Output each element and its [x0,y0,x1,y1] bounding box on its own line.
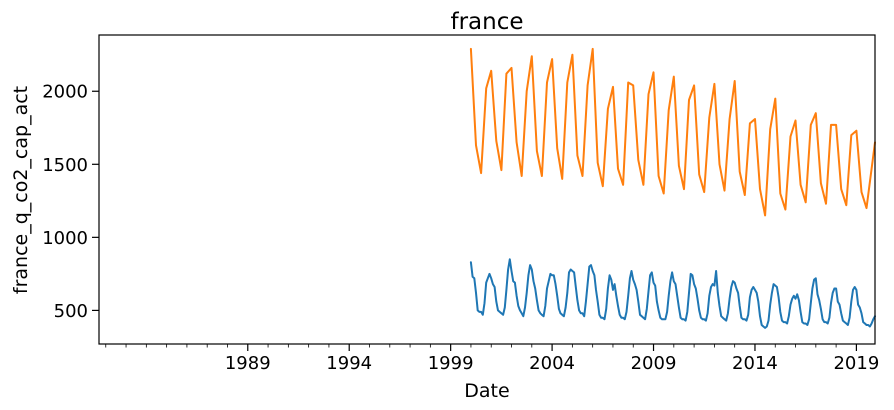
y-tick-label: 1000 [42,228,88,249]
x-axis-ticks: 1989 1994 1999 2004 2009 2014 2019 [105,344,879,374]
y-tick-label: 1500 [42,155,88,176]
x-tick-label: 1999 [428,353,474,374]
series-group [469,47,876,329]
plot-frame [98,34,876,345]
y-axis-ticks: 500 1000 1500 2000 [42,82,99,322]
series-line-2 [469,258,876,329]
x-tick-label: 1989 [225,353,271,374]
x-tick-label: 2004 [529,353,575,374]
x-axis-label: Date [464,380,509,402]
x-tick-label: 2014 [732,353,778,374]
y-tick-label: 2000 [42,82,88,103]
y-axis-label: france_q_co2_cap_act [10,86,32,294]
series-line-1 [469,47,876,217]
x-tick-label: 2009 [631,353,677,374]
chart-title: france [450,9,523,35]
x-tick-label: 2019 [833,353,879,374]
x-tick-label: 1994 [326,353,372,374]
y-tick-label: 500 [54,301,88,322]
